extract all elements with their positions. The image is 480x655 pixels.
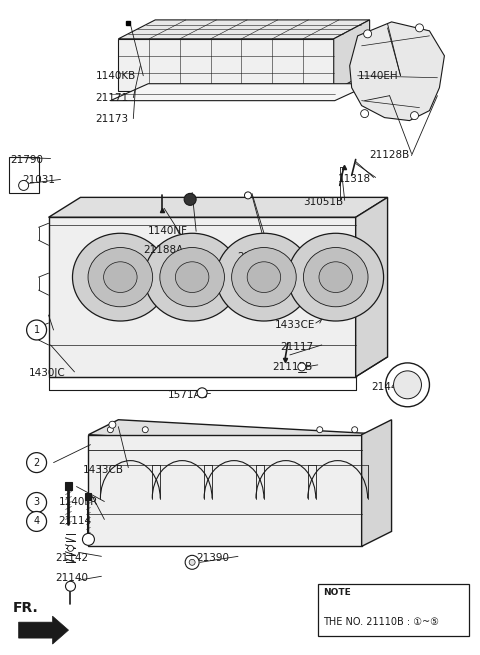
Text: 21117: 21117	[280, 342, 313, 352]
Text: THE NO. 21110B : ①~⑤: THE NO. 21110B : ①~⑤	[323, 617, 439, 627]
Ellipse shape	[160, 248, 225, 307]
Text: 21171: 21171	[96, 92, 129, 103]
Circle shape	[385, 363, 430, 407]
Circle shape	[394, 371, 421, 399]
Text: 21142: 21142	[56, 553, 89, 563]
Ellipse shape	[175, 262, 209, 293]
Text: 1140KB: 1140KB	[96, 71, 136, 81]
Polygon shape	[88, 435, 361, 546]
Circle shape	[26, 493, 47, 512]
Text: 4: 4	[34, 516, 40, 527]
Circle shape	[298, 363, 306, 371]
Polygon shape	[356, 197, 387, 377]
Ellipse shape	[247, 262, 281, 293]
Circle shape	[189, 559, 195, 565]
Circle shape	[108, 426, 113, 433]
Circle shape	[360, 109, 369, 118]
Ellipse shape	[303, 248, 368, 307]
Circle shape	[19, 180, 29, 191]
Circle shape	[352, 426, 358, 433]
Polygon shape	[119, 39, 334, 90]
Polygon shape	[361, 420, 392, 546]
Polygon shape	[88, 420, 392, 449]
Circle shape	[26, 320, 47, 340]
Ellipse shape	[72, 233, 168, 321]
Ellipse shape	[216, 233, 312, 321]
FancyBboxPatch shape	[318, 584, 469, 636]
Circle shape	[416, 24, 423, 32]
Circle shape	[410, 111, 419, 120]
Text: 1433CB: 1433CB	[83, 464, 123, 475]
Ellipse shape	[288, 233, 384, 321]
Text: 21443: 21443	[372, 382, 405, 392]
Text: 1430JC: 1430JC	[29, 368, 65, 378]
Text: 21114: 21114	[59, 516, 92, 527]
Text: 21140: 21140	[56, 573, 88, 583]
Circle shape	[68, 546, 73, 552]
Text: 11318: 11318	[338, 174, 371, 185]
Ellipse shape	[104, 262, 137, 293]
Text: 21031: 21031	[23, 176, 56, 185]
Circle shape	[65, 581, 75, 591]
Text: 21128B: 21128B	[370, 151, 410, 160]
Polygon shape	[334, 20, 370, 90]
Circle shape	[184, 193, 196, 206]
Text: 21188A: 21188A	[144, 245, 183, 255]
Text: 21173: 21173	[96, 113, 129, 124]
Text: 21126C: 21126C	[237, 252, 277, 262]
Circle shape	[244, 192, 252, 199]
Polygon shape	[48, 217, 356, 377]
Text: 1433CE: 1433CE	[275, 320, 315, 330]
Polygon shape	[119, 20, 370, 39]
Ellipse shape	[144, 233, 240, 321]
Text: 21790: 21790	[11, 155, 44, 166]
Polygon shape	[350, 22, 444, 121]
Text: 1140NF: 1140NF	[148, 226, 188, 236]
Ellipse shape	[232, 248, 296, 307]
Text: 1: 1	[34, 325, 40, 335]
Text: 1140EH: 1140EH	[358, 71, 398, 81]
Circle shape	[26, 453, 47, 472]
Text: FR.: FR.	[12, 601, 38, 615]
Text: 21390: 21390	[196, 553, 229, 563]
Text: 21115B: 21115B	[272, 362, 312, 372]
FancyBboxPatch shape	[85, 493, 91, 500]
Circle shape	[317, 426, 323, 433]
Text: 31051B: 31051B	[303, 197, 343, 208]
Circle shape	[142, 426, 148, 433]
Circle shape	[83, 533, 95, 546]
Ellipse shape	[88, 248, 153, 307]
Text: 3: 3	[34, 498, 40, 508]
Circle shape	[197, 388, 207, 398]
Circle shape	[26, 512, 47, 531]
Text: 1140FR: 1140FR	[59, 498, 98, 508]
Text: NOTE: NOTE	[323, 588, 350, 597]
FancyBboxPatch shape	[64, 481, 72, 489]
Polygon shape	[110, 84, 372, 101]
Polygon shape	[48, 197, 387, 217]
Polygon shape	[19, 616, 69, 644]
Circle shape	[185, 555, 199, 569]
Circle shape	[109, 421, 116, 428]
Text: 2: 2	[34, 458, 40, 468]
Ellipse shape	[319, 262, 352, 293]
Text: 1571AB: 1571AB	[168, 390, 209, 400]
Circle shape	[364, 30, 372, 38]
